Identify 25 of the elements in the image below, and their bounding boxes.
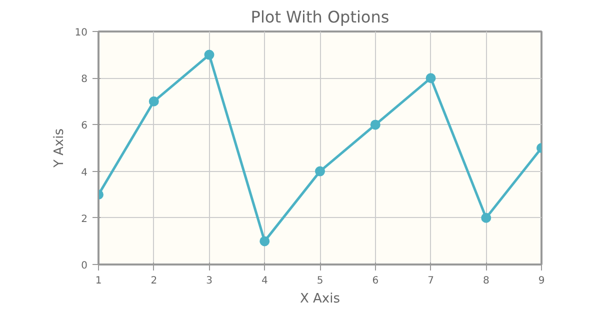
- point: [370, 120, 380, 130]
- point: [315, 166, 325, 176]
- x-axis-title: X Axis: [300, 292, 340, 306]
- x-tick-label: 3: [206, 276, 212, 286]
- y-tick-label: 6: [81, 120, 88, 132]
- point: [260, 236, 270, 246]
- y-axis-title: Y Axis: [52, 128, 67, 169]
- x-tick-label: 7: [428, 276, 434, 286]
- x-tick-label: 8: [482, 276, 490, 286]
- y-tick-label: 0: [81, 260, 88, 272]
- x-tick-label: 5: [316, 276, 324, 286]
- point: [148, 96, 159, 106]
- x-tick-label: 9: [538, 276, 545, 286]
- point: [204, 50, 214, 60]
- y-tick-label: 4: [81, 167, 88, 178]
- x-tick-label: 4: [261, 276, 268, 286]
- y-tick-label: 8: [81, 74, 88, 86]
- y-tick-label: 10: [74, 28, 88, 38]
- point: [481, 212, 492, 223]
- y-tick-label: 2: [81, 214, 88, 225]
- x-tick-label: 2: [150, 276, 158, 286]
- point: [426, 73, 436, 84]
- x-tick-label: 6: [372, 276, 379, 286]
- chart-title: Plot With Options: [250, 8, 390, 26]
- x-tick-label: 1: [95, 276, 102, 286]
